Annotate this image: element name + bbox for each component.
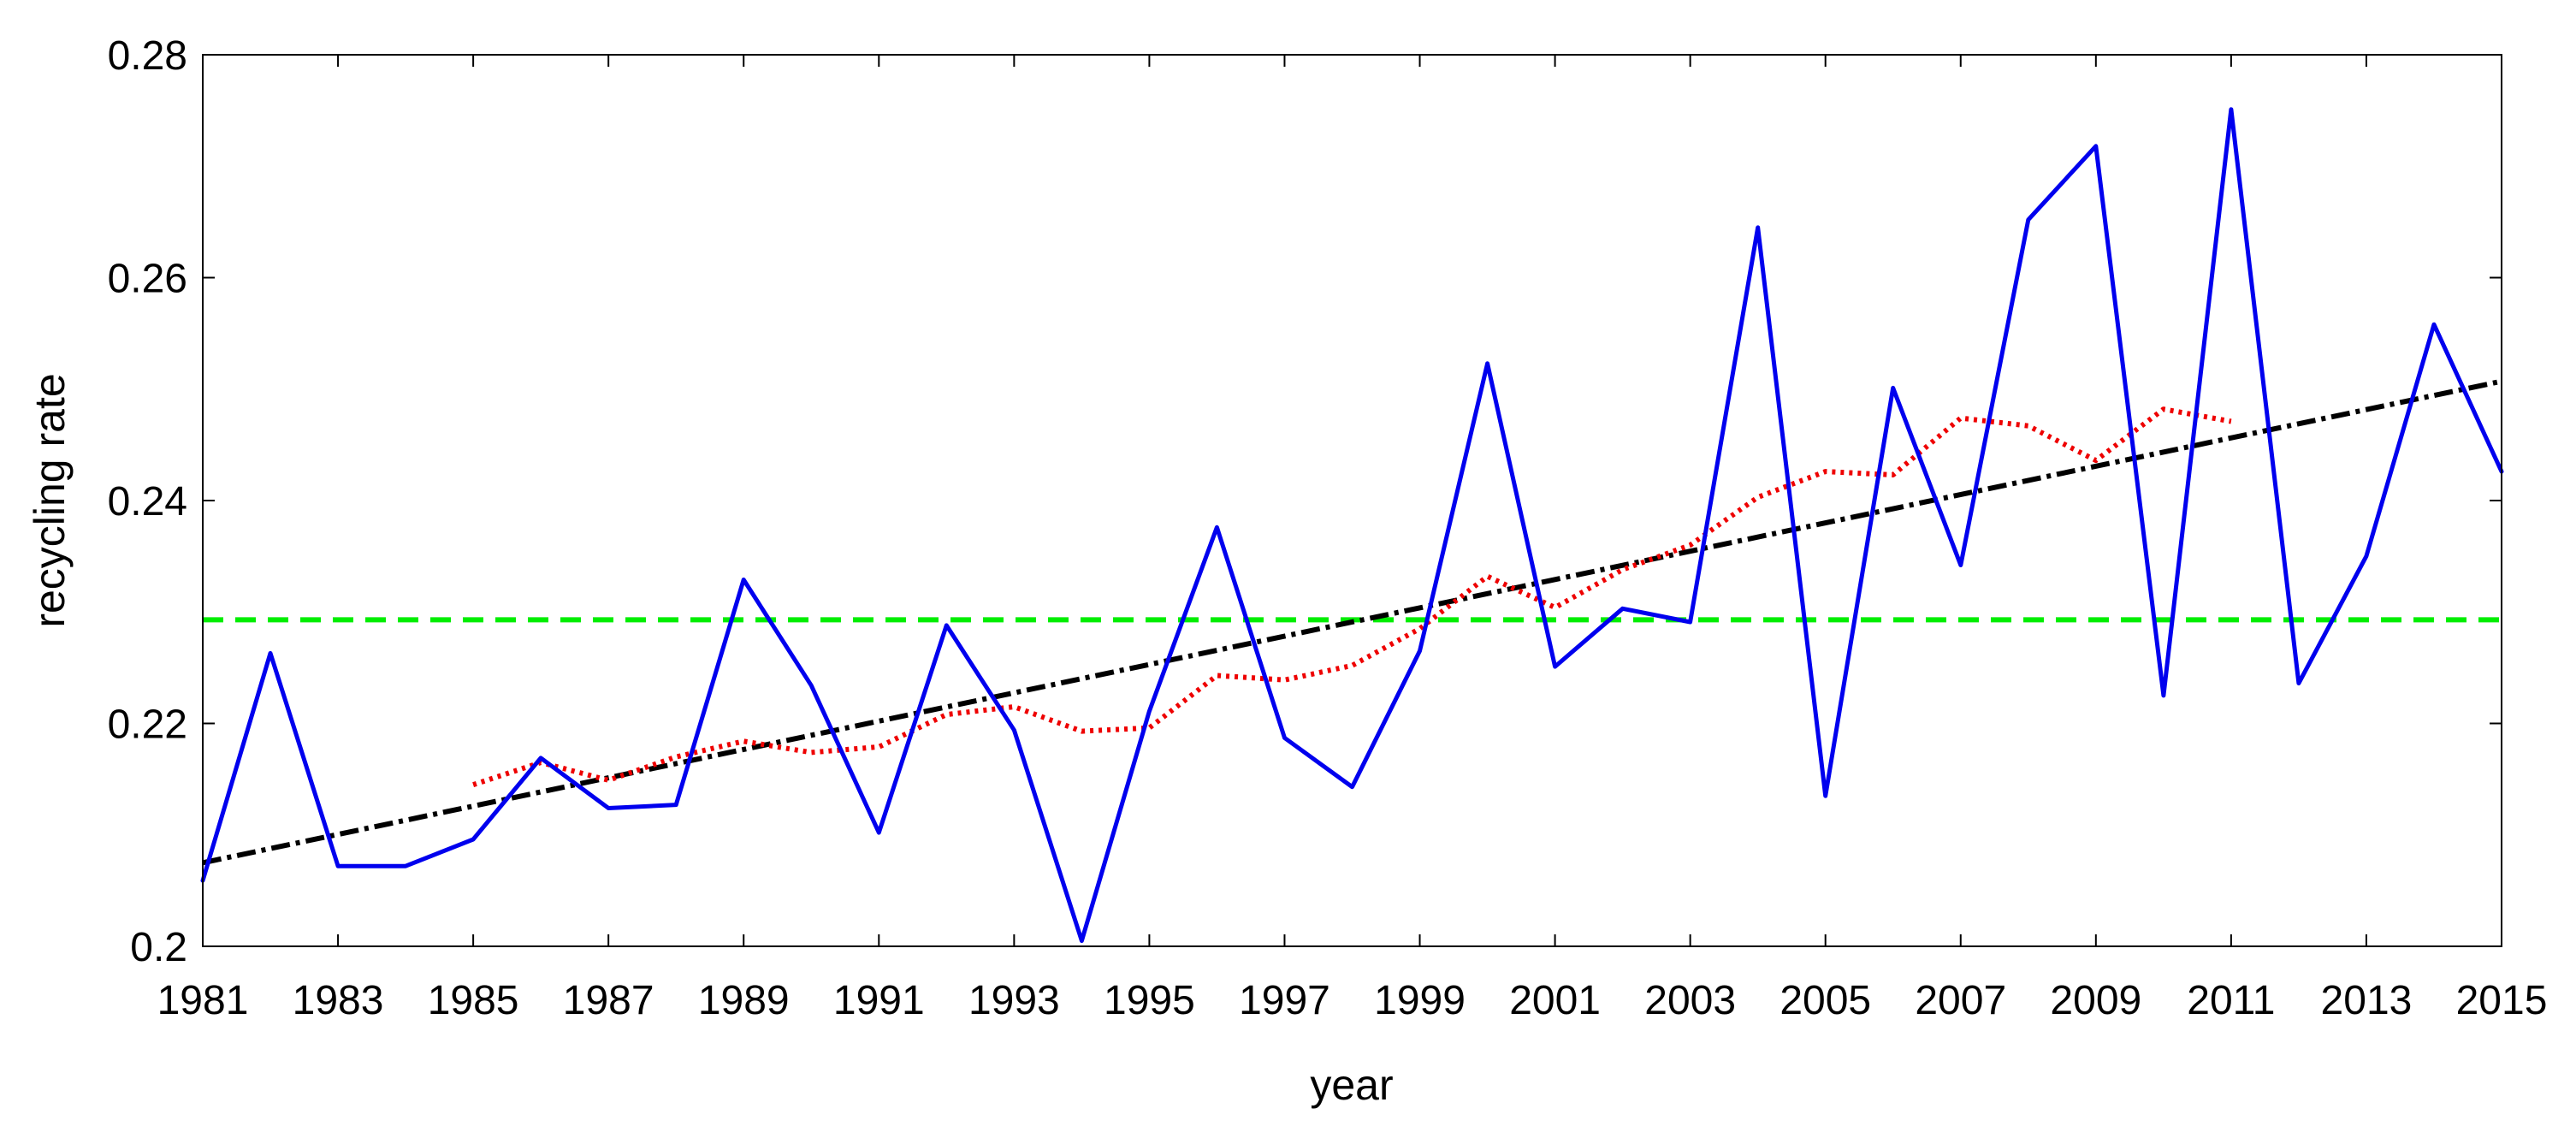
x-tick-label: 1983 <box>293 978 384 1023</box>
y-axis: 0.2 0.22 0.24 0.26 0.28 <box>108 33 2502 970</box>
x-tick-label: 1985 <box>428 978 519 1023</box>
x-tick-label: 1997 <box>1239 978 1330 1023</box>
y-tick-label: 0.22 <box>108 702 187 748</box>
y-tick-label: 0.2 <box>130 925 187 970</box>
x-tick-label: 2005 <box>1780 978 1871 1023</box>
moving-average-line <box>472 406 2232 787</box>
x-tick-label: 1991 <box>833 978 925 1023</box>
x-tick-label: 2011 <box>2187 978 2275 1023</box>
x-axis: 1981 1983 1985 1987 1989 1991 1993 1995 1997 1999… <box>157 55 2548 1023</box>
x-tick-label: 2013 <box>2321 978 2413 1023</box>
x-tick-label: 1987 <box>563 978 654 1023</box>
y-axis-title: recycling rate <box>26 373 74 627</box>
x-tick-label: 1993 <box>968 978 1060 1023</box>
x-tick-label: 2015 <box>2456 978 2548 1023</box>
x-tick-label: 2001 <box>1509 978 1601 1023</box>
x-tick-label: 2003 <box>1644 978 1736 1023</box>
x-tick-label: 1981 <box>157 978 249 1023</box>
x-tick-label: 2007 <box>1915 978 2006 1023</box>
y-tick-label: 0.26 <box>108 257 187 302</box>
y-tick-label: 0.24 <box>108 479 187 525</box>
x-tick-label: 1989 <box>698 978 790 1023</box>
x-tick-label: 2009 <box>2050 978 2141 1023</box>
x-tick-label: 1999 <box>1374 978 1466 1023</box>
series-layer <box>200 107 2504 943</box>
annual-series-line <box>200 107 2504 943</box>
linear-trend-line <box>202 378 2502 866</box>
x-tick-label: 1995 <box>1104 978 1195 1023</box>
x-axis-title: year <box>1310 1061 1393 1109</box>
y-tick-label: 0.28 <box>108 33 187 79</box>
